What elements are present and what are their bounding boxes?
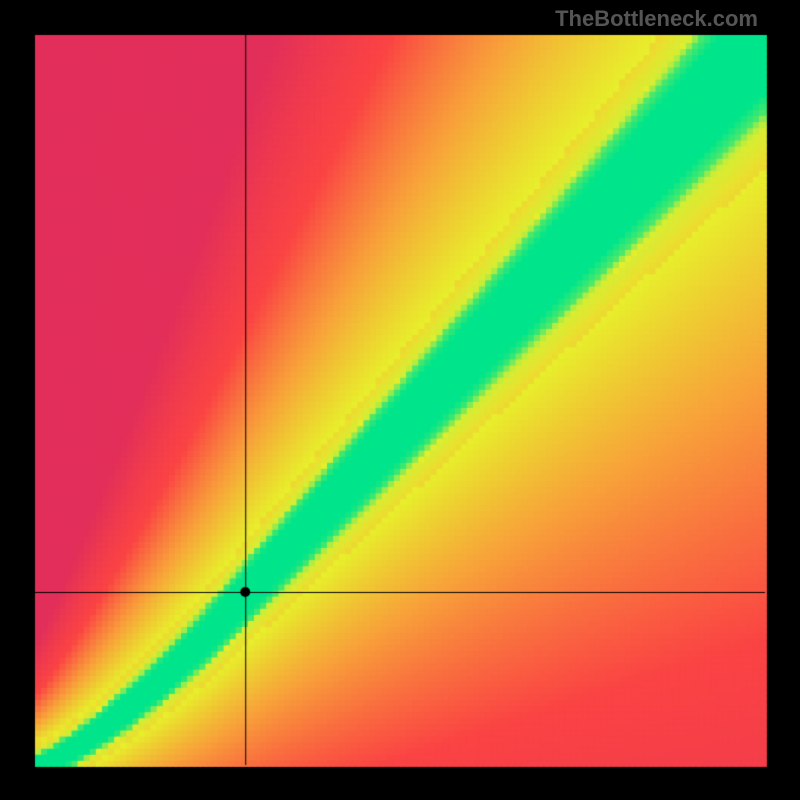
chart-container: { "meta": { "source_label": "TheBottlene… [0, 0, 800, 800]
bottleneck-heatmap [0, 0, 800, 800]
watermark-label: TheBottleneck.com [555, 6, 758, 32]
